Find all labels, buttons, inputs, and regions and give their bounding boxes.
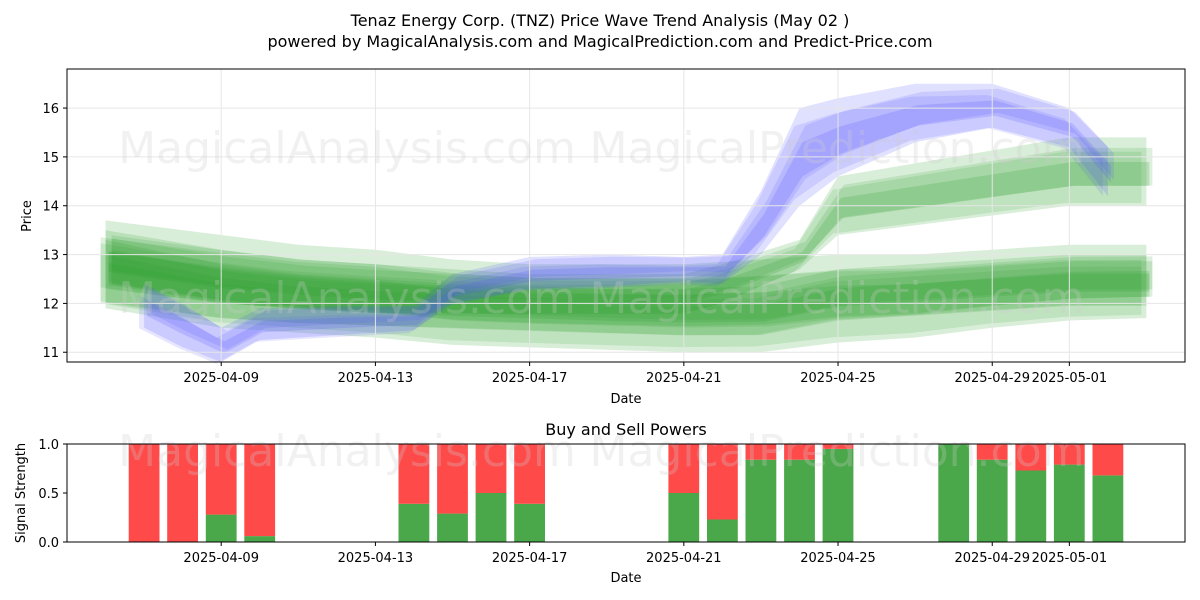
price-y-tick-label: 15 — [42, 151, 59, 166]
price-band-2 — [108, 263, 1150, 323]
buy-bar — [514, 503, 545, 542]
price-band-2 — [111, 249, 1153, 320]
price-band-4 — [139, 95, 1103, 364]
signal-x-tick-label: 2025-04-21 — [646, 551, 722, 566]
sell-bar — [167, 444, 198, 542]
price-x-tick-label: 2025-04-13 — [338, 371, 414, 386]
buy-bar — [707, 519, 738, 542]
sell-bar — [1053, 444, 1085, 465]
price-band-1 — [111, 235, 1153, 328]
price-y-tick-label: 16 — [42, 102, 59, 117]
buy-bar — [475, 493, 507, 542]
signal-x-ticks: 2025-04-09 2025-04-13 2025-04-17 2025-04-21… — [183, 542, 1107, 566]
sell-bar — [784, 444, 815, 460]
watermark-4: MagicalPrediction.com — [590, 273, 1085, 324]
price-x-tick-label: 2025-04-21 — [646, 371, 722, 386]
price-band-1 — [105, 220, 1147, 353]
price-x-tick-label: 2025-05-01 — [1032, 371, 1108, 386]
price-x-ticks: 2025-04-09 2025-04-13 2025-04-17 2025-04-21… — [183, 69, 1107, 386]
signal-y-ticks: 0.0 0.5 1.0 — [38, 438, 67, 551]
buy-bar — [745, 459, 777, 542]
price-band-2 — [105, 239, 1147, 336]
price-y-tick-label: 13 — [42, 249, 59, 264]
signal-panel: Buy and Sell Powers 2025-04-09 2025-04-13… — [14, 420, 1186, 586]
price-band-2 — [100, 253, 1142, 336]
buy-bar — [976, 459, 1008, 542]
sell-bar — [475, 444, 507, 493]
signal-x-tick-label: 2025-05-01 — [1032, 551, 1108, 566]
sell-bar — [707, 444, 738, 520]
buy-bar — [1092, 475, 1124, 542]
signal-x-tick-label: 2025-04-13 — [338, 551, 414, 566]
buy-bar — [437, 513, 468, 542]
sell-bar — [822, 444, 854, 449]
signal-y-tick-label: 0.5 — [38, 487, 59, 502]
sell-bar — [128, 444, 160, 542]
watermark-6: MagicalPrediction.com — [590, 426, 1085, 477]
price-band-1 — [100, 237, 1142, 348]
sell-bar — [514, 444, 545, 504]
price-plot-frame — [66, 68, 1186, 363]
signal-x-axis-label: Date — [610, 571, 641, 586]
price-y-tick-label: 11 — [42, 346, 59, 361]
price-band-3 — [111, 147, 1153, 300]
sell-bar — [745, 444, 777, 460]
signal-x-tick-label: 2025-04-09 — [183, 551, 259, 566]
buy-bar — [938, 444, 970, 542]
signal-x-tick-label: 2025-04-17 — [492, 551, 568, 566]
sell-bar — [668, 444, 700, 493]
chart-subtitle: powered by MagicalAnalysis.com and Magic… — [267, 32, 932, 51]
buy-bar — [822, 448, 854, 542]
sell-bar — [976, 444, 1008, 460]
signal-bars — [128, 444, 1124, 542]
price-x-tick-label: 2025-04-17 — [492, 371, 568, 386]
sell-bar — [1092, 444, 1124, 476]
chart-title: Tenaz Energy Corp. (TNZ) Price Wave Tren… — [350, 11, 850, 30]
price-band-3 — [108, 162, 1150, 303]
price-y-tick-label: 12 — [42, 297, 59, 312]
signal-y-tick-label: 1.0 — [38, 438, 59, 453]
signal-y-axis-label: Signal Strength — [14, 443, 29, 543]
signal-y-tick-label: 0.0 — [38, 536, 59, 551]
price-y-axis-label: Price — [20, 200, 35, 232]
price-x-tick-label: 2025-04-29 — [954, 371, 1030, 386]
buy-bar — [1053, 464, 1085, 542]
buy-bar — [1015, 470, 1047, 542]
price-band-3 — [100, 151, 1142, 315]
price-plot-area — [67, 69, 1185, 362]
signal-x-tick-label: 2025-04-25 — [800, 551, 876, 566]
watermark-2: MagicalPrediction.com — [590, 123, 1085, 174]
price-band-3 — [105, 137, 1147, 314]
price-band-4 — [150, 88, 1114, 350]
signal-plot-frame — [66, 443, 1186, 543]
price-x-axis-label: Date — [610, 392, 641, 407]
buy-bar — [784, 459, 815, 542]
sell-bar — [398, 444, 430, 504]
buy-bar — [668, 493, 700, 542]
buy-bar — [205, 514, 237, 542]
watermark-5: MagicalAnalysis.com — [118, 426, 576, 477]
price-x-tick-label: 2025-04-09 — [183, 371, 259, 386]
price-y-tick-label: 14 — [42, 200, 59, 215]
price-band-4 — [144, 83, 1108, 362]
price-bands — [100, 83, 1153, 364]
watermark-1: MagicalAnalysis.com — [118, 123, 576, 174]
price-panel: 2025-04-09 2025-04-13 2025-04-17 2025-04-21… — [20, 68, 1186, 407]
price-x-tick-label: 2025-04-25 — [800, 371, 876, 386]
sell-bar — [437, 444, 468, 514]
price-band-1 — [108, 251, 1150, 327]
sell-bar — [205, 444, 237, 515]
sell-bar — [1015, 444, 1047, 471]
signal-panel-title: Buy and Sell Powers — [545, 420, 707, 439]
price-y-ticks: 11 12 13 14 15 16 — [42, 102, 1185, 361]
buy-bar — [398, 503, 430, 542]
sell-bar — [244, 444, 276, 537]
watermark-3: MagicalAnalysis.com — [118, 273, 576, 324]
buy-bar — [244, 536, 276, 542]
signal-x-tick-label: 2025-04-29 — [954, 551, 1030, 566]
